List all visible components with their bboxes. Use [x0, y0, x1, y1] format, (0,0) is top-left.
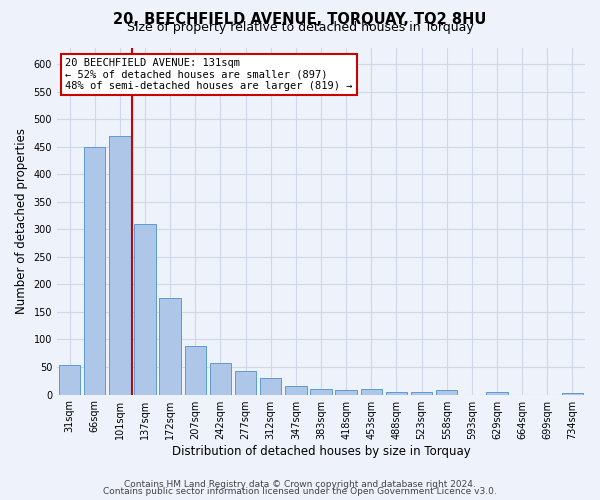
X-axis label: Distribution of detached houses by size in Torquay: Distribution of detached houses by size … [172, 444, 470, 458]
Bar [487, 392, 508, 394]
Bar [562, 393, 583, 394]
Bar [160, 298, 181, 394]
Bar [235, 371, 256, 394]
Bar [386, 392, 407, 394]
Y-axis label: Number of detached properties: Number of detached properties [15, 128, 28, 314]
Bar [84, 146, 106, 394]
Text: 20, BEECHFIELD AVENUE, TORQUAY, TQ2 8HU: 20, BEECHFIELD AVENUE, TORQUAY, TQ2 8HU [113, 12, 487, 26]
Bar [185, 346, 206, 395]
Bar [436, 390, 457, 394]
Bar [411, 392, 432, 394]
Bar [260, 378, 281, 394]
Bar [210, 362, 231, 394]
Text: 20 BEECHFIELD AVENUE: 131sqm
← 52% of detached houses are smaller (897)
48% of s: 20 BEECHFIELD AVENUE: 131sqm ← 52% of de… [65, 58, 352, 91]
Bar [335, 390, 357, 394]
Bar [59, 366, 80, 394]
Bar [361, 389, 382, 394]
Text: Contains public sector information licensed under the Open Government Licence v3: Contains public sector information licen… [103, 487, 497, 496]
Bar [109, 136, 131, 394]
Bar [285, 386, 307, 394]
Text: Size of property relative to detached houses in Torquay: Size of property relative to detached ho… [127, 22, 473, 35]
Bar [310, 389, 332, 394]
Bar [134, 224, 156, 394]
Text: Contains HM Land Registry data © Crown copyright and database right 2024.: Contains HM Land Registry data © Crown c… [124, 480, 476, 489]
